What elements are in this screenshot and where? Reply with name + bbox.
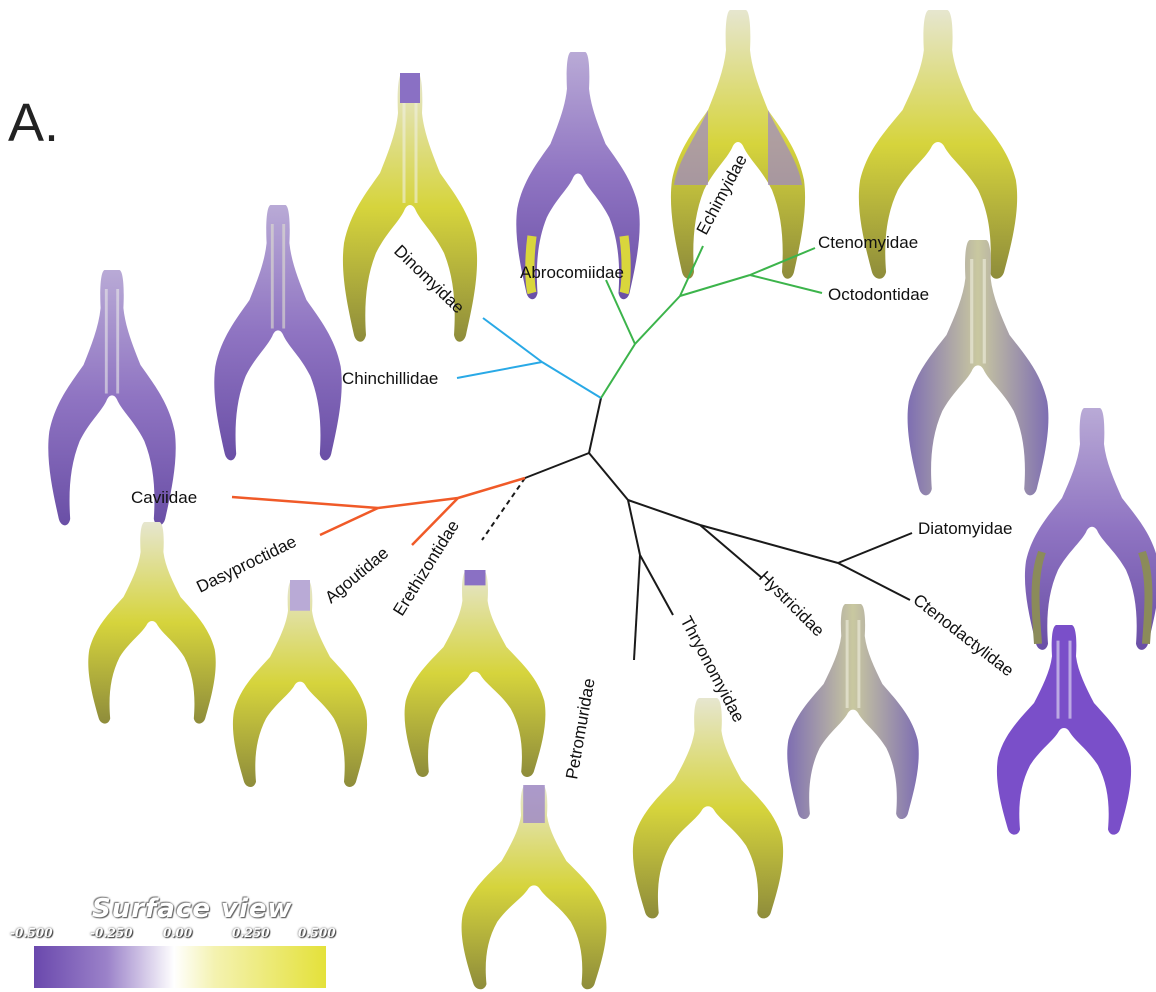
skull-hystricidae (787, 604, 919, 820)
skull-chinchillidae (214, 205, 342, 461)
tree-branches-other (524, 397, 913, 661)
label-petromuridae: Petromuridae (562, 677, 598, 781)
panel-label: A. (8, 93, 60, 153)
skull-erethizontidae (404, 570, 546, 777)
legend-tick-neg-0500: -0.500 (10, 926, 53, 940)
label-chinchillidae: Chinchillidae (342, 369, 438, 388)
label-diatomyidae: Diatomyidae (918, 519, 1013, 538)
label-ctenodactylidae: Ctenodactylidae (910, 590, 1018, 680)
label-dasyproctidae: Dasyproctidae (193, 532, 299, 597)
label-abrocomiidae: Abrocomiidae (520, 263, 624, 282)
label-hystricidae: Hystricidae (755, 567, 828, 640)
legend-tick-zero: 0.00 (163, 926, 193, 940)
skull-agoutidae (232, 580, 368, 787)
erethizontidae-branch (481, 477, 526, 541)
skull-caviidae (48, 270, 176, 526)
skull-octodontidae (907, 240, 1049, 496)
skull-petromuridae (461, 785, 607, 990)
skull-diatomyidae (1024, 408, 1156, 650)
skull-dasyproctidae (88, 522, 216, 724)
legend-title: Surface view (92, 894, 293, 924)
label-caviidae: Caviidae (131, 488, 197, 507)
tree-branches-chinchilloid (456, 317, 602, 399)
legend-color-bar (34, 946, 326, 988)
legend-tick-neg-0250: -0.250 (90, 926, 133, 940)
legend-tick-pos-0500: 0.500 (298, 926, 336, 940)
skull-thryonomyidae (632, 698, 784, 919)
tree-branches-cavioid (231, 476, 526, 546)
skull-ctenodactylidae (996, 625, 1132, 835)
skull-abrocomiidae (516, 52, 640, 300)
skull-dinomyidae (342, 73, 478, 342)
label-agoutidae: Agoutidae (321, 543, 392, 607)
legend-tick-pos-0250: 0.250 (232, 926, 270, 940)
tree-branches-octodontoid (600, 245, 823, 399)
skull-echimyidae (670, 10, 806, 279)
label-octodontidae: Octodontidae (828, 285, 929, 304)
label-ctenomyidae: Ctenomyidae (818, 233, 918, 252)
